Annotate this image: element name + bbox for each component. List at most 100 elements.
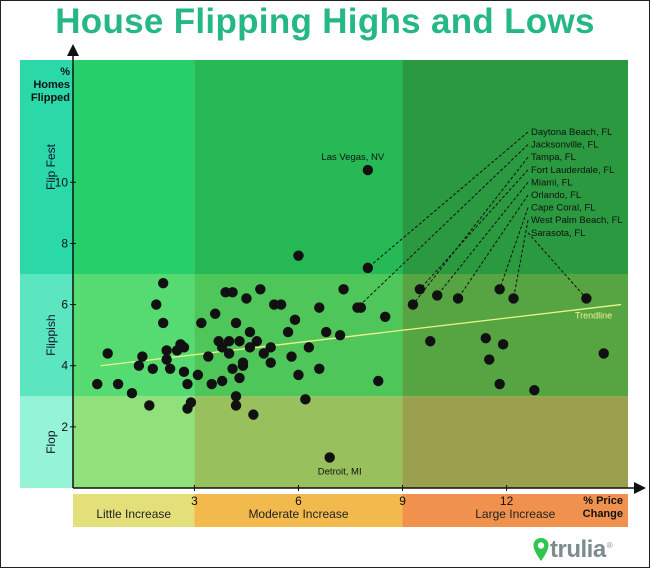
data-point xyxy=(203,351,214,362)
data-point xyxy=(379,311,391,322)
zone-0-1 xyxy=(194,396,403,488)
y-tick-label: 2 xyxy=(61,420,68,434)
y-tick-label: 4 xyxy=(61,359,68,373)
data-point xyxy=(314,302,325,313)
data-point xyxy=(289,314,301,326)
data-point xyxy=(164,363,176,374)
data-point xyxy=(237,360,249,371)
y-tick-label: 6 xyxy=(61,298,68,312)
x-band-0 xyxy=(73,494,195,527)
data-point xyxy=(178,366,190,378)
data-point xyxy=(102,348,113,359)
y-zone-label: Flip Fest xyxy=(44,143,58,190)
callout-line xyxy=(499,207,529,290)
y-axis-title-line: % xyxy=(60,66,70,78)
data-point xyxy=(508,293,519,304)
data-point xyxy=(425,336,436,347)
callout-line xyxy=(513,220,529,299)
callout-label: Orlando, FL xyxy=(531,190,581,201)
data-point xyxy=(157,277,169,289)
trendline: Trendline xyxy=(100,303,622,367)
x-tick-label: 6 xyxy=(295,494,302,508)
callout-label: Fort Lauderdale, FL xyxy=(531,165,614,176)
data-point xyxy=(151,299,162,310)
data-point xyxy=(362,164,374,176)
data-point xyxy=(432,290,443,301)
data-point xyxy=(210,308,221,319)
logo-text: trulia xyxy=(550,536,606,563)
data-point xyxy=(133,360,145,371)
data-point xyxy=(244,342,256,353)
data-point xyxy=(300,394,311,405)
data-point xyxy=(157,317,169,329)
data-point xyxy=(182,378,193,390)
callout-label: Tampa, FL xyxy=(531,152,576,163)
y-axis-bands: Flop Flippish Flip Fest xyxy=(20,60,73,488)
data-point xyxy=(293,369,304,381)
data-point xyxy=(112,378,124,390)
data-point xyxy=(321,326,332,338)
y-band-2 xyxy=(20,60,73,274)
x-zone-label: Large Increase xyxy=(475,507,555,521)
data-point xyxy=(137,351,148,362)
data-point xyxy=(251,336,263,347)
y-axis-title-line: Flipped xyxy=(31,92,70,104)
trendline-line xyxy=(100,303,622,367)
data-point xyxy=(529,384,540,396)
data-point xyxy=(598,348,609,359)
callout-label: Cape Coral, FL xyxy=(531,203,595,214)
data-point xyxy=(161,354,172,365)
annotation-detroit: Detroit, MI xyxy=(318,466,362,477)
data-point xyxy=(293,250,304,261)
map-pin-icon xyxy=(533,538,549,561)
data-point xyxy=(265,342,276,353)
callout-line xyxy=(412,156,529,305)
data-point xyxy=(255,284,266,295)
data-point xyxy=(234,336,245,347)
x-tick-label: 3 xyxy=(191,494,198,508)
y-zone-label: Flippish xyxy=(44,314,58,355)
x-axis-title-line: % Price xyxy=(583,495,623,507)
callout-line xyxy=(436,182,529,296)
callout-label: Sarasota, FL xyxy=(531,228,585,239)
data-point xyxy=(230,391,242,402)
x-zone-label: Moderate Increase xyxy=(248,507,348,521)
x-band-2 xyxy=(402,494,628,527)
data-point xyxy=(407,299,419,310)
trendline-label: Trendline xyxy=(575,310,612,320)
callout-line xyxy=(357,144,529,308)
data-point xyxy=(494,378,505,390)
data-point xyxy=(92,378,103,390)
data-point xyxy=(303,342,315,353)
y-tick-label: 8 xyxy=(61,236,68,250)
data-point xyxy=(452,293,464,304)
data-point xyxy=(338,284,349,295)
data-point xyxy=(265,357,276,368)
callout-lines xyxy=(357,131,587,308)
data-points xyxy=(92,164,609,463)
data-point xyxy=(230,317,242,329)
data-point xyxy=(373,375,384,387)
data-point xyxy=(248,409,259,420)
data-point xyxy=(286,351,297,362)
callout-label: Daytona Beach, FL xyxy=(531,127,612,138)
chart-title: House Flipping Highs and Lows xyxy=(55,2,595,41)
data-point xyxy=(362,262,374,274)
data-point xyxy=(275,299,287,310)
x-zone-label: Little Increase xyxy=(96,507,171,521)
x-tick-label: 9 xyxy=(399,494,406,508)
x-axis-bands: Little Increase Moderate Increase Large In… xyxy=(73,494,628,527)
chart-labels: Daytona Beach, FL Jacksonville, FLTampa, … xyxy=(318,127,623,477)
callout-label: West Palm Beach, FL xyxy=(531,215,623,226)
data-point xyxy=(352,302,363,313)
annotation-las-vegas: Las Vegas, NV xyxy=(321,152,385,163)
zone-1-0 xyxy=(73,274,195,397)
y-tick-label: 10 xyxy=(55,175,69,189)
zone-0-2 xyxy=(402,396,628,488)
data-point xyxy=(223,348,235,359)
data-point xyxy=(178,342,190,353)
data-point xyxy=(494,284,505,295)
data-point xyxy=(234,372,245,384)
